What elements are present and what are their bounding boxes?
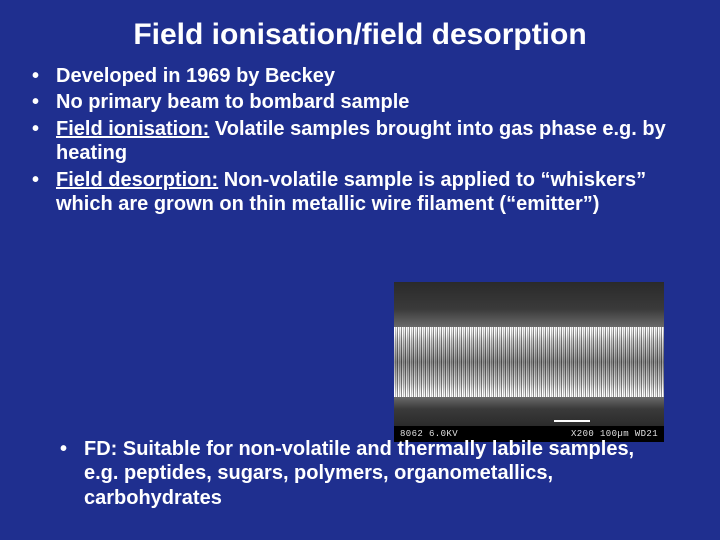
bullet-list-bottom: FD: Suitable for non-volatile and therma…	[28, 437, 692, 512]
bullet-text: FD: Suitable for non-volatile and therma…	[84, 438, 634, 509]
sem-image-body: 8062 6.0KV X200 100µm WD21	[394, 282, 664, 442]
bullet-term: Field desorption:	[56, 169, 218, 191]
bullet-text: Developed in 1969 by Beckey	[56, 65, 335, 87]
sem-scale-bar	[554, 420, 590, 422]
bullet-item: Developed in 1969 by Beckey	[28, 64, 692, 88]
bullet-item: No primary beam to bombard sample	[28, 90, 692, 114]
bullet-item: Field desorption: Non-volatile sample is…	[28, 168, 692, 217]
bullet-term: Field ionisation:	[56, 118, 209, 140]
bullet-item: Field ionisation: Volatile samples broug…	[28, 117, 692, 166]
sem-dark-top	[394, 282, 664, 327]
slide-title: Field ionisation/field desorption	[0, 0, 720, 64]
bullet-text: No primary beam to bombard sample	[56, 91, 409, 113]
sem-whisker-band	[394, 327, 664, 397]
sem-micrograph: 8062 6.0KV X200 100µm WD21	[394, 282, 664, 442]
bullet-item: FD: Suitable for non-volatile and therma…	[56, 437, 664, 510]
sem-dark-bottom	[394, 397, 664, 427]
bullet-list: Developed in 1969 by Beckey No primary b…	[0, 64, 720, 216]
